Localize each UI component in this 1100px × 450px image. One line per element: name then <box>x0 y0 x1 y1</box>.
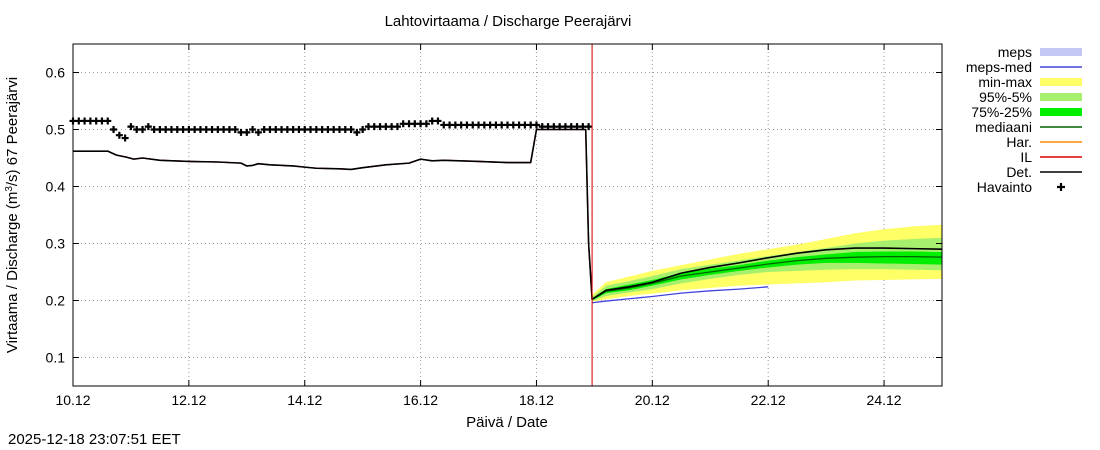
observation-point <box>434 117 442 125</box>
y-axis-label-prefix: Virtaama / Discharge (m <box>4 192 21 353</box>
timestamp: 2025-12-18 23:07:51 EET <box>8 431 181 448</box>
observation-point <box>127 123 135 131</box>
series-line-meps-med <box>592 286 769 304</box>
observation-point <box>249 126 257 133</box>
legend-label-meps-med: meps-med <box>966 59 1032 75</box>
legend-label-75pct-25pct: 75%-25% <box>971 104 1032 120</box>
series-line-mediaani <box>591 255 943 300</box>
x-tick-label: 20.12 <box>635 392 670 408</box>
observation-point <box>585 123 593 131</box>
legend-label-min-max: min-max <box>978 74 1032 90</box>
series-line-det <box>73 128 943 301</box>
legend-label-meps: meps <box>998 44 1032 60</box>
observation-point <box>144 123 152 131</box>
x-tick-label: 10.12 <box>55 392 90 408</box>
observation-point <box>347 126 355 133</box>
legend-swatch-min-max <box>1040 78 1082 86</box>
observation-point <box>393 123 401 131</box>
observation-point <box>359 126 367 133</box>
legend-swatch-havainto <box>1057 183 1065 191</box>
y-tick-label: 0.4 <box>46 179 66 195</box>
legend-label-havainto: Havainto <box>977 179 1032 195</box>
x-tick-label: 22.12 <box>751 392 786 408</box>
legend: mepsmeps-medmin-max95%-5%75%-25%mediaani… <box>966 44 1082 195</box>
lines-layer <box>73 128 943 304</box>
observation-point <box>353 128 361 136</box>
y-tick-label: 0.3 <box>46 236 66 252</box>
x-tick-label: 18.12 <box>519 392 554 408</box>
observation-point <box>254 128 262 136</box>
observation-point <box>231 126 239 133</box>
x-tick-label: 12.12 <box>171 392 206 408</box>
legend-label-mediaani: mediaani <box>975 119 1032 135</box>
observation-point <box>243 128 251 136</box>
y-axis-label-suffix: /s) 67 Peerajärvi <box>4 77 21 186</box>
observation-point <box>139 126 147 133</box>
x-ticks: 10.12 12.12 14.12 16.12 18.12 20.12 22.12 24.12 <box>55 44 902 408</box>
y-tick-label: 0.2 <box>46 293 66 309</box>
legend-swatch-meps <box>1040 48 1082 56</box>
y-tick-label: 0.6 <box>46 65 66 81</box>
legend-label-95pct-5pct: 95%-5% <box>979 89 1032 105</box>
observation-point <box>104 117 112 125</box>
y-tick-label: 0.1 <box>46 350 66 366</box>
y-ticks: 0.1 0.2 0.3 0.4 0.5 0.6 <box>46 65 942 366</box>
observation-point <box>115 131 123 139</box>
y-axis-label: Virtaama / Discharge (m3/s) 67 Peerajärv… <box>4 77 21 353</box>
x-tick-label: 14.12 <box>287 392 322 408</box>
observation-point <box>121 134 129 142</box>
chart-title: Lahtovirtaama / Discharge Peerajärvi <box>385 13 632 30</box>
x-tick-label: 24.12 <box>867 392 902 408</box>
legend-swatch-95pct-5pct <box>1040 93 1082 101</box>
observation-markers <box>69 117 593 142</box>
grid <box>72 44 942 386</box>
legend-label-il: IL <box>1020 149 1032 165</box>
y-tick-label: 0.5 <box>46 122 66 138</box>
observation-point <box>422 120 430 128</box>
legend-label-det: Det. <box>1006 164 1032 180</box>
series-line-il <box>73 128 593 300</box>
observation-point <box>110 126 118 133</box>
observation-point <box>532 121 540 129</box>
y-axis-label-sup: 3 <box>4 186 15 192</box>
x-axis-label: Päivä / Date <box>466 414 548 431</box>
legend-label-har: Har. <box>1006 134 1032 150</box>
x-tick-label: 16.12 <box>403 392 438 408</box>
bands-layer <box>592 224 942 302</box>
legend-swatch-75pct-25pct <box>1040 108 1082 116</box>
plot-frame <box>72 43 943 387</box>
